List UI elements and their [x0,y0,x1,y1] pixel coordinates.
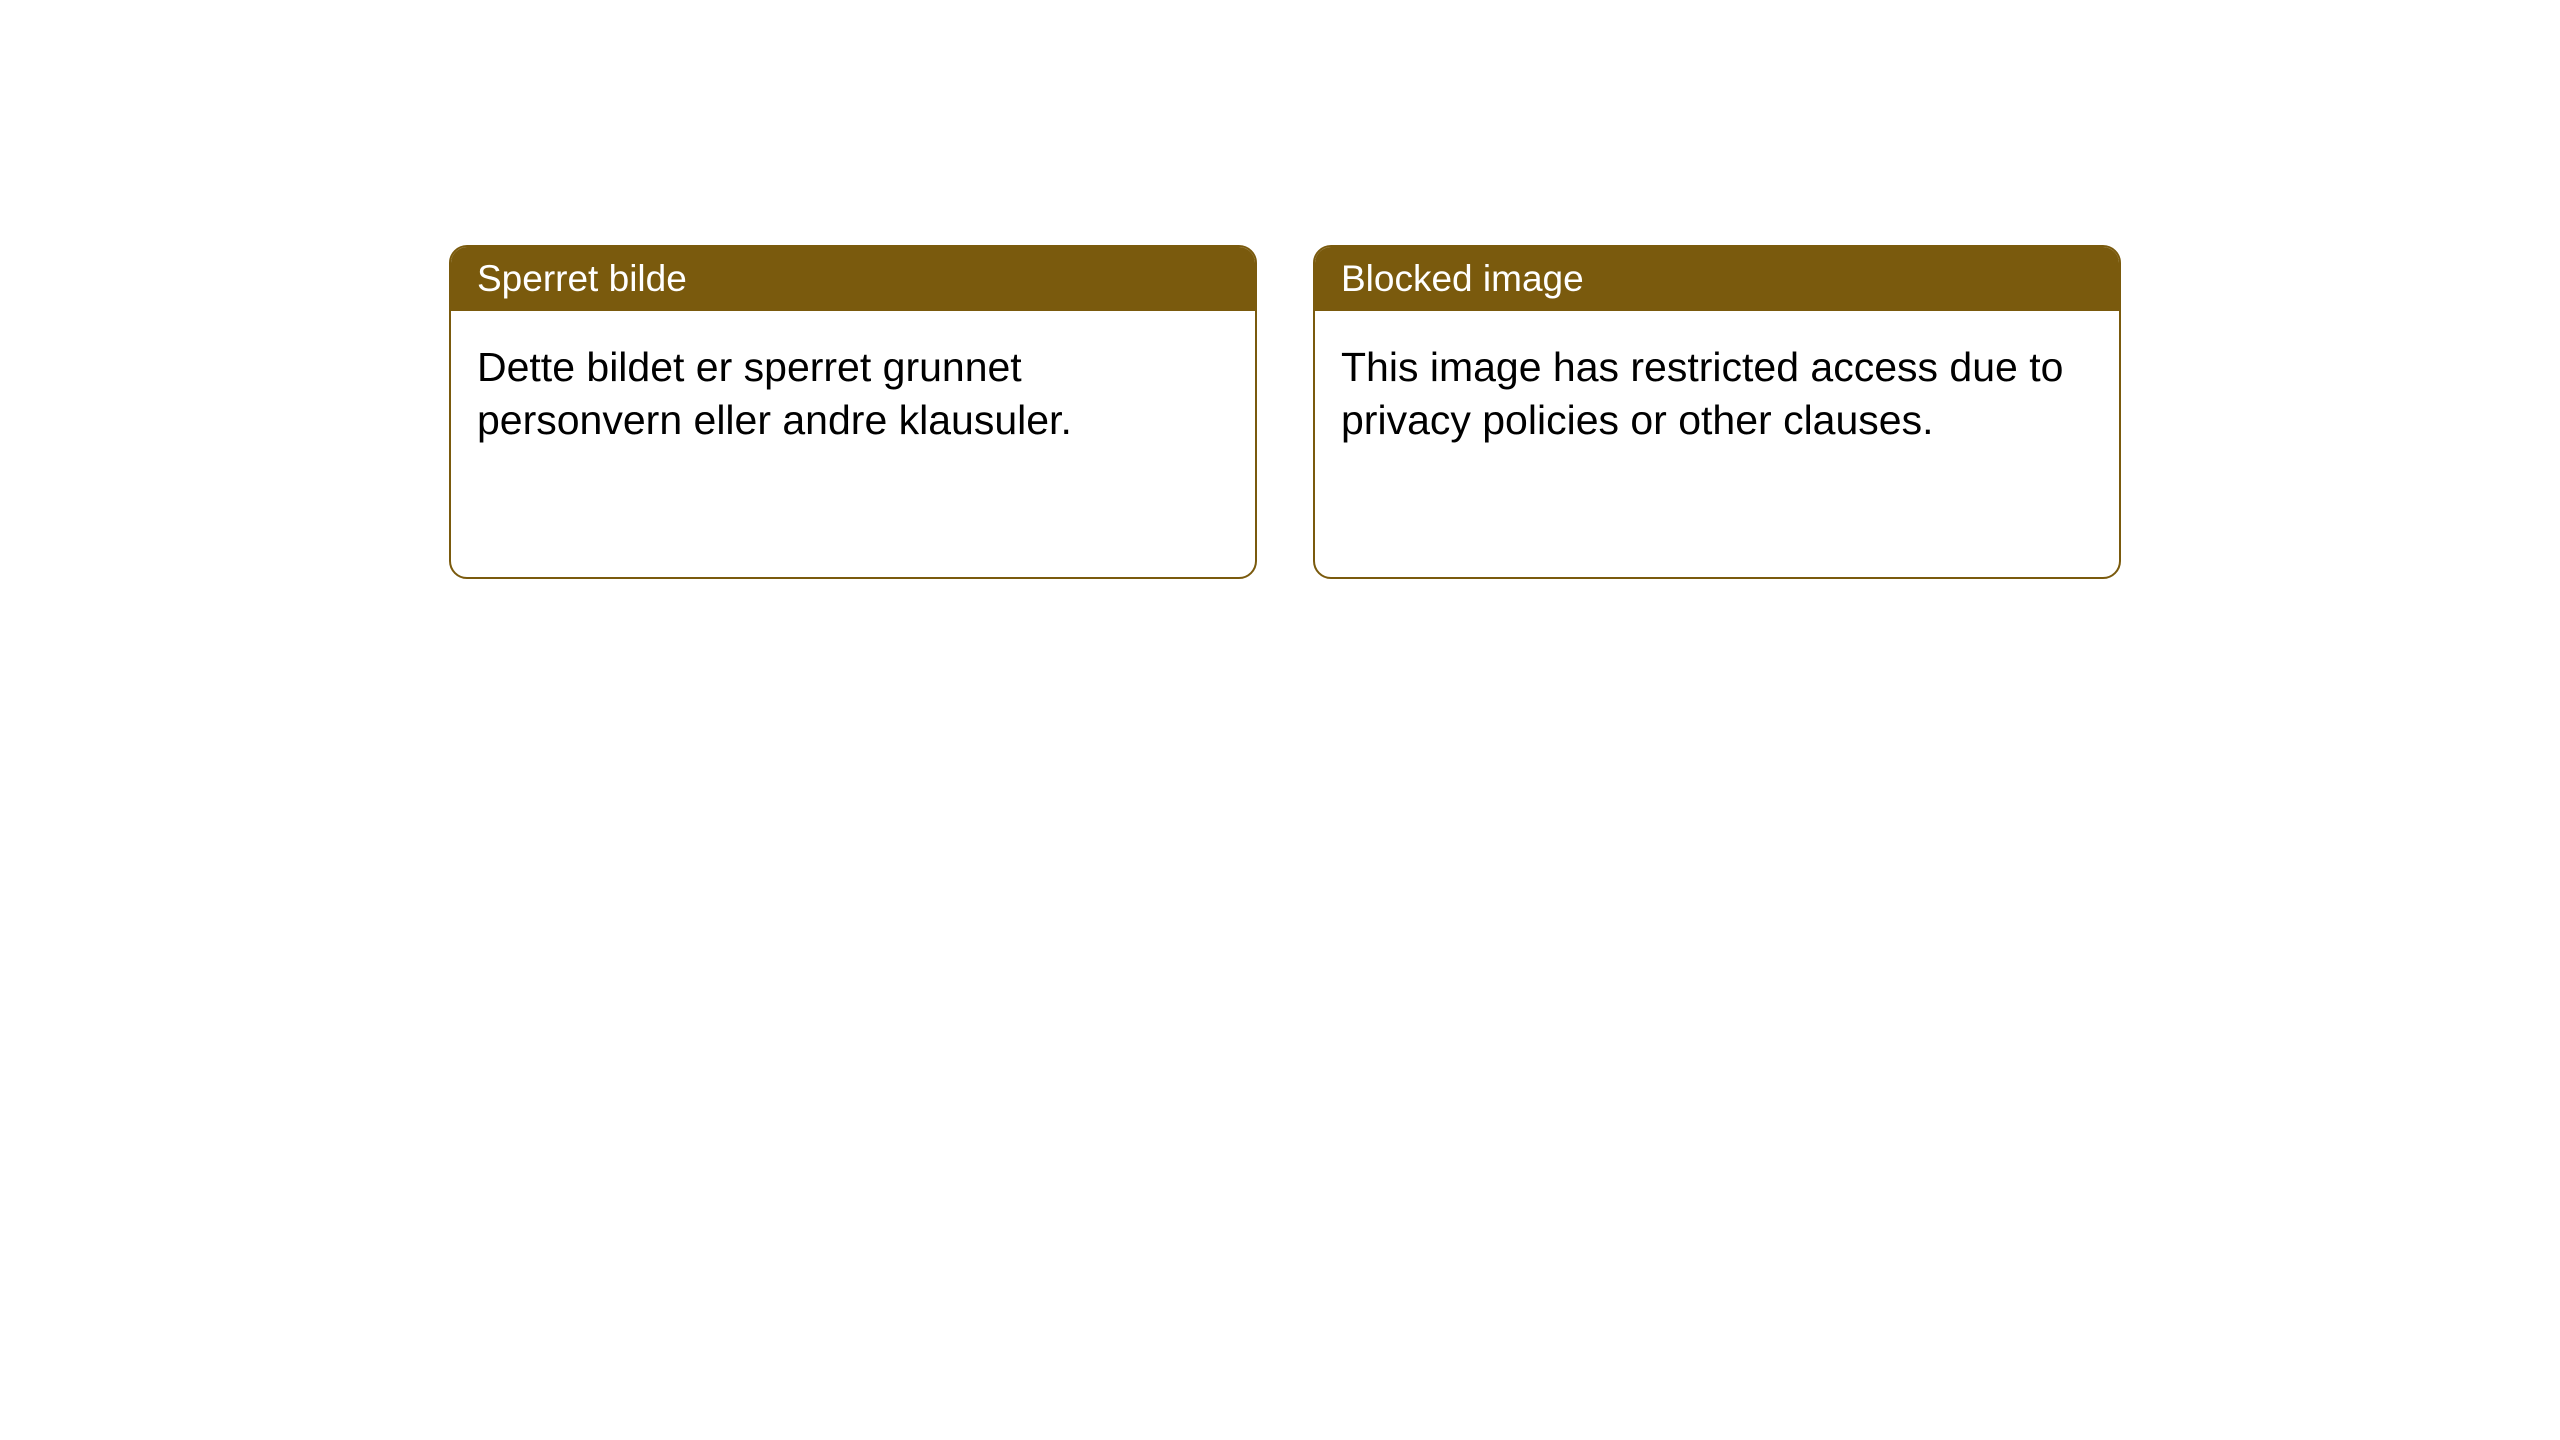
notice-title: Blocked image [1315,247,2119,311]
notice-body-text: Dette bildet er sperret grunnet personve… [451,311,1255,476]
notice-card-english: Blocked image This image has restricted … [1313,245,2121,579]
notice-title: Sperret bilde [451,247,1255,311]
notice-body-text: This image has restricted access due to … [1315,311,2119,476]
notice-card-norwegian: Sperret bilde Dette bildet er sperret gr… [449,245,1257,579]
notice-container: Sperret bilde Dette bildet er sperret gr… [449,245,2121,579]
